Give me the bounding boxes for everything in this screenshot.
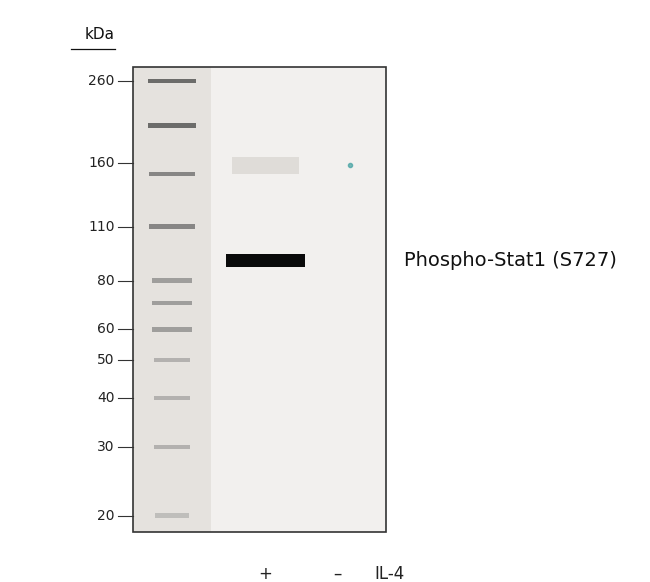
- Bar: [133, 67, 386, 531]
- Bar: [150, 225, 194, 229]
- Bar: [154, 358, 190, 363]
- Bar: [133, 67, 386, 531]
- Text: 260: 260: [88, 74, 114, 88]
- Text: 30: 30: [97, 440, 114, 454]
- Text: 160: 160: [88, 156, 114, 170]
- Text: +: +: [259, 565, 272, 582]
- Bar: [150, 172, 194, 176]
- Bar: [148, 79, 196, 83]
- Bar: [154, 445, 190, 449]
- Bar: [152, 278, 192, 283]
- Text: 40: 40: [97, 391, 114, 405]
- Bar: [152, 327, 192, 332]
- Bar: [232, 157, 298, 173]
- Bar: [154, 396, 190, 400]
- Text: 50: 50: [97, 353, 114, 367]
- Text: –: –: [333, 565, 342, 582]
- Bar: [155, 513, 188, 518]
- Text: 20: 20: [97, 509, 114, 523]
- Text: 60: 60: [97, 322, 114, 336]
- Bar: [148, 123, 196, 127]
- Text: IL-4: IL-4: [374, 565, 404, 582]
- Text: Phospho-Stat1 (S727): Phospho-Stat1 (S727): [404, 251, 617, 270]
- Bar: [226, 254, 305, 267]
- Bar: [152, 301, 192, 306]
- Text: 110: 110: [88, 219, 114, 233]
- Text: kDa: kDa: [84, 27, 114, 42]
- Bar: [133, 67, 211, 531]
- Text: 80: 80: [97, 274, 114, 288]
